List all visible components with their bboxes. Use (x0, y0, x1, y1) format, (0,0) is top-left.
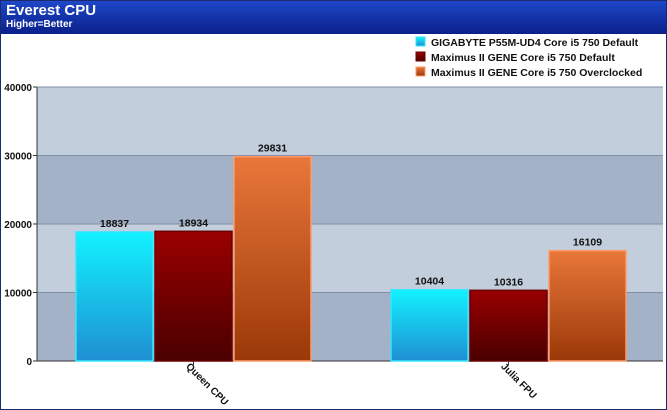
bar-value-label: 10404 (415, 276, 444, 288)
x-tick-label: Queen CPU (183, 361, 230, 408)
chart-title: Everest CPU (6, 2, 97, 19)
legend-swatch (415, 66, 426, 77)
bar (390, 288, 469, 362)
y-tick-label: 20000 (4, 220, 32, 231)
bar-value-label: 18837 (100, 218, 129, 230)
bar-value-label: 10316 (494, 276, 523, 288)
grid-band (37, 155, 663, 224)
x-tick-label: Julia FPU (498, 361, 538, 401)
bar (154, 230, 233, 362)
y-tick-label: 0 (26, 357, 32, 368)
legend-label: Maximus II GENE Core i5 750 Default (431, 52, 615, 64)
y-tick-label: 30000 (4, 152, 32, 163)
bar-value-label: 29831 (258, 143, 287, 155)
chart-subtitle: Higher=Better (6, 19, 73, 30)
bar (548, 249, 627, 362)
bar (469, 289, 548, 362)
legend-label: Maximus II GENE Core i5 750 Overclocked (431, 67, 642, 79)
bar (233, 155, 312, 362)
y-tick-label: 40000 (4, 83, 32, 94)
bar (75, 231, 154, 362)
legend-swatch (415, 51, 426, 62)
y-tick-label: 10000 (4, 289, 32, 300)
bar-value-label: 18934 (179, 217, 208, 229)
bar-value-label: 16109 (573, 237, 602, 249)
legend-swatch (415, 36, 426, 47)
chart-header: Everest CPU Higher=Better (1, 1, 666, 34)
legend-label: GIGABYTE P55M-UD4 Core i5 750 Default (431, 37, 639, 49)
grid-band (37, 87, 663, 156)
